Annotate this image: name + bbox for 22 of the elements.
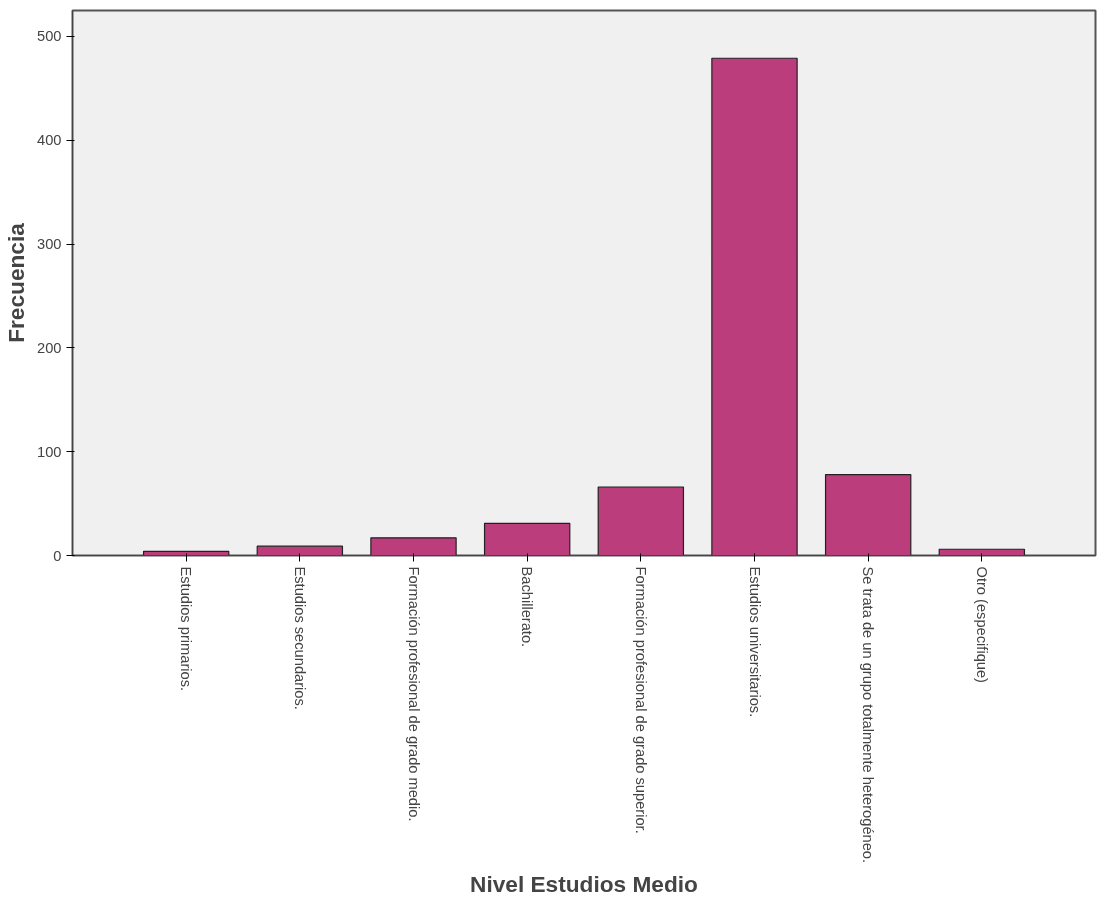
y-tick-label: 200 xyxy=(37,339,62,356)
bar xyxy=(483,522,571,556)
x-tick-label: Se trata de un grupo totalmente heterogéneo. xyxy=(860,566,877,864)
bar xyxy=(824,473,912,556)
y-axis-title: Frecuencia xyxy=(3,222,30,343)
x-tick-label: Bachillerato. xyxy=(519,566,536,648)
bar xyxy=(370,537,457,556)
x-tick-label: Estudios primarios. xyxy=(178,566,195,692)
x-tick-label: Estudios secundarios. xyxy=(291,566,308,710)
bar xyxy=(256,545,344,556)
y-tick-label: 0 xyxy=(53,547,62,564)
x-axis-title: Nivel Estudios Medio xyxy=(470,871,698,898)
x-tick-label: Otro (especifique) xyxy=(973,566,990,683)
y-tick-label: 100 xyxy=(37,443,62,460)
x-tick-label: Formación profesional de grado medio. xyxy=(405,566,422,822)
y-tick-label: 500 xyxy=(37,28,62,45)
y-tick-label: 300 xyxy=(37,236,62,253)
x-tick-label: Estudios universitarios. xyxy=(746,566,763,718)
x-tick-label: Formación profesional de grado superior. xyxy=(632,566,649,834)
bar xyxy=(597,486,685,556)
bar xyxy=(711,57,798,556)
y-tick-label: 400 xyxy=(37,132,62,149)
